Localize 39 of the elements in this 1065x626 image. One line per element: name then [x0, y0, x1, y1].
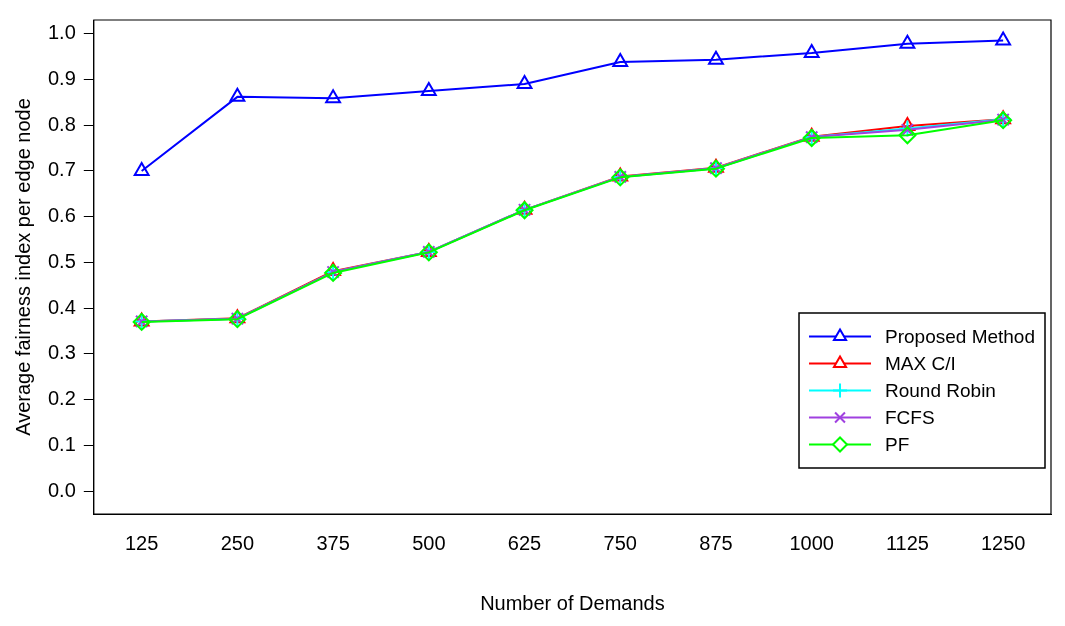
x-tick-label: 125 — [124, 531, 159, 554]
x-tick-label: 1000 — [789, 531, 834, 554]
point — [516, 75, 533, 90]
point — [325, 89, 342, 104]
y-tick-label: 0.8 — [47, 112, 76, 135]
x-tick-label: 250 — [220, 531, 255, 554]
x-tick-label: 1250 — [980, 531, 1026, 554]
y-tick-label: 1.0 — [47, 21, 76, 44]
legend-label: Proposed Method — [885, 325, 1036, 347]
y-tick-label: 0.7 — [47, 158, 76, 181]
point — [133, 161, 150, 176]
legend-label: MAX C/I — [885, 352, 956, 374]
y-tick-label: 0.0 — [47, 478, 76, 501]
legend-label: PF — [885, 433, 910, 455]
point — [899, 34, 916, 49]
x-axis-title: Number of Demands — [480, 591, 665, 614]
y-tick-label: 0.3 — [47, 341, 76, 364]
point — [612, 53, 629, 68]
y-tick-label: 0.1 — [47, 432, 76, 455]
y-tick-label: 0.6 — [47, 204, 76, 227]
x-tick-label: 750 — [603, 531, 637, 554]
y-tick-label: 0.4 — [47, 295, 76, 318]
point — [803, 43, 820, 58]
y-axis-title: Average fairness index per edge node — [11, 98, 34, 436]
point — [995, 31, 1012, 46]
y-tick-label: 0.9 — [47, 66, 76, 89]
x-tick-label: 500 — [412, 531, 446, 554]
x-tick-label: 375 — [316, 531, 350, 554]
point — [708, 50, 724, 65]
x-tick-label: 875 — [699, 531, 733, 554]
point — [420, 81, 437, 96]
point — [898, 126, 917, 145]
y-tick-label: 0.2 — [47, 387, 76, 410]
legend-label: Round Robin — [885, 379, 996, 401]
y-tick-label: 0.5 — [47, 249, 76, 272]
x-tick-label: 625 — [507, 531, 542, 554]
point — [229, 87, 246, 102]
x-tick-label: 1125 — [885, 531, 929, 554]
legend-label: FCFS — [885, 406, 935, 428]
